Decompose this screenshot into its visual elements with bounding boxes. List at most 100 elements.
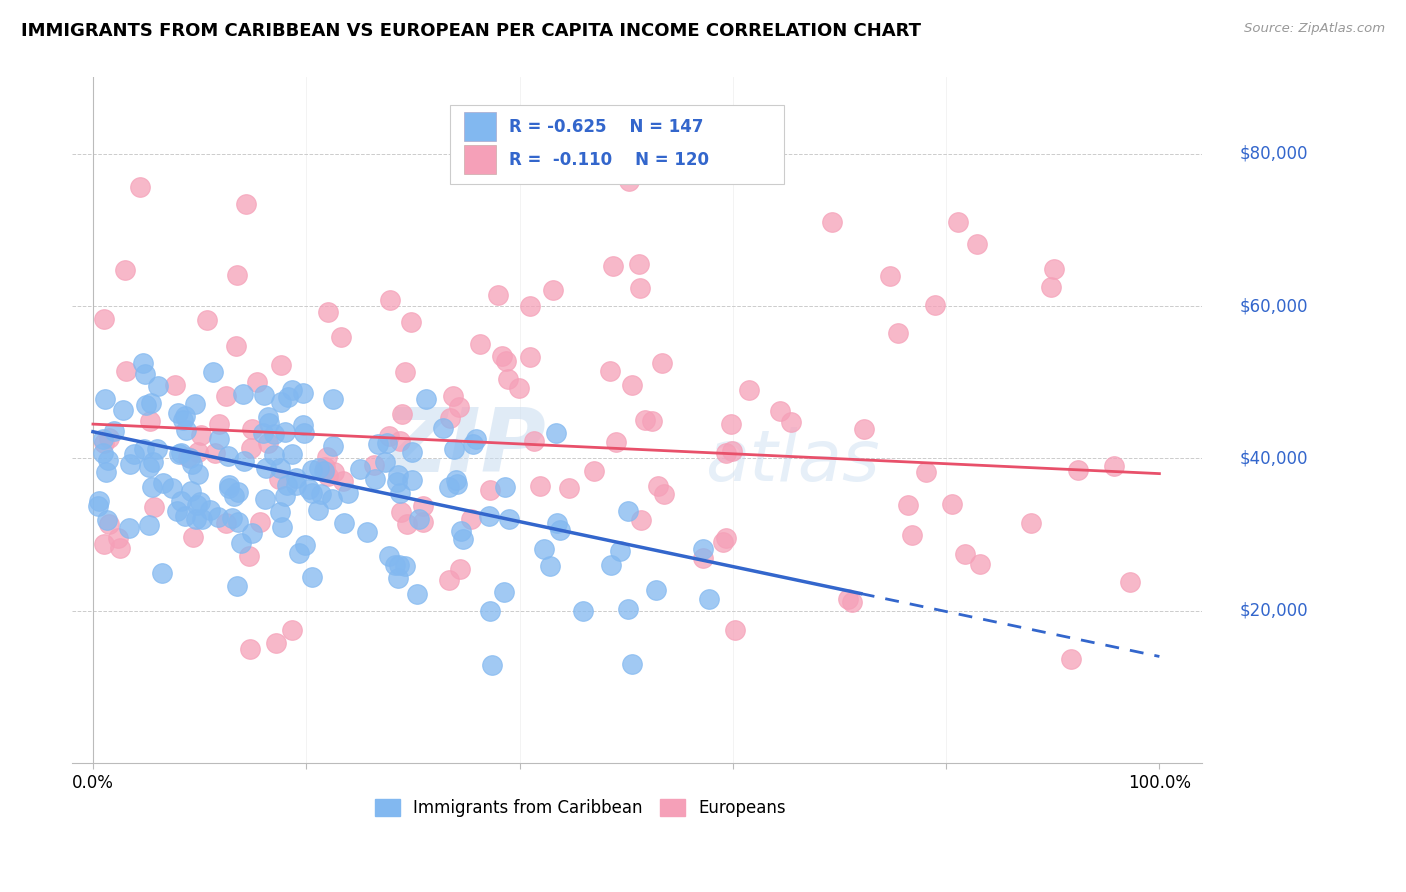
Point xyxy=(477,508,499,523)
Point xyxy=(356,525,378,540)
Text: R = -0.625    N = 147: R = -0.625 N = 147 xyxy=(509,118,703,136)
Point xyxy=(621,377,644,392)
Point xyxy=(322,439,344,453)
Point xyxy=(132,442,155,456)
Point xyxy=(443,442,465,457)
Point xyxy=(240,422,263,436)
Point xyxy=(232,386,254,401)
Bar xyxy=(464,112,495,141)
Point xyxy=(138,459,160,474)
Point xyxy=(558,481,581,495)
Point xyxy=(879,268,901,283)
Point xyxy=(647,479,669,493)
Point xyxy=(389,505,412,519)
Point xyxy=(491,349,513,363)
Point xyxy=(107,531,129,545)
Point xyxy=(114,364,136,378)
Point xyxy=(292,425,315,440)
Point xyxy=(329,329,352,343)
Point xyxy=(541,283,564,297)
Point xyxy=(187,467,209,481)
Point xyxy=(450,524,472,538)
Point xyxy=(546,516,568,530)
Legend: Immigrants from Caribbean, Europeans: Immigrants from Caribbean, Europeans xyxy=(368,792,792,823)
Text: IMMIGRANTS FROM CARIBBEAN VS EUROPEAN PER CAPITA INCOME CORRELATION CHART: IMMIGRANTS FROM CARIBBEAN VS EUROPEAN PE… xyxy=(21,22,921,40)
Point xyxy=(460,511,482,525)
Point xyxy=(91,446,114,460)
Point xyxy=(886,326,908,341)
Point xyxy=(180,457,202,471)
Point xyxy=(641,414,664,428)
Point xyxy=(118,457,141,471)
Point xyxy=(222,489,245,503)
Point xyxy=(173,508,195,523)
Point xyxy=(714,531,737,545)
Point xyxy=(170,446,193,460)
Point xyxy=(915,465,938,479)
Point xyxy=(132,356,155,370)
Point xyxy=(966,237,988,252)
Point xyxy=(254,491,277,506)
Point xyxy=(291,417,314,432)
Point xyxy=(98,516,121,531)
Point xyxy=(308,460,330,475)
Point xyxy=(332,474,354,488)
Point xyxy=(519,299,541,313)
Point xyxy=(232,454,254,468)
Point xyxy=(538,558,561,573)
Point xyxy=(288,546,311,560)
Point xyxy=(401,445,423,459)
Point xyxy=(453,532,475,546)
Point xyxy=(314,460,336,475)
Point xyxy=(394,365,416,379)
Point xyxy=(449,561,471,575)
Point xyxy=(378,428,401,442)
Point xyxy=(439,410,461,425)
Point xyxy=(270,358,292,372)
Point xyxy=(713,534,735,549)
Point xyxy=(98,431,121,445)
Point xyxy=(207,432,229,446)
Point xyxy=(138,518,160,533)
Point xyxy=(141,396,163,410)
Point xyxy=(148,379,170,393)
Point xyxy=(256,410,278,425)
Point xyxy=(769,403,792,417)
Point xyxy=(441,390,464,404)
Point xyxy=(609,544,631,558)
Point xyxy=(617,504,640,518)
Point xyxy=(277,390,299,404)
Point xyxy=(533,542,555,557)
Point xyxy=(281,383,304,397)
Point xyxy=(207,510,229,524)
Point xyxy=(267,472,290,486)
Point xyxy=(271,520,294,534)
Point xyxy=(201,365,224,379)
Point xyxy=(374,455,396,469)
Point xyxy=(1059,651,1081,665)
Point xyxy=(498,512,520,526)
Point xyxy=(385,475,408,490)
Point xyxy=(387,571,409,585)
Point xyxy=(190,428,212,442)
Point xyxy=(437,480,460,494)
Point xyxy=(384,558,406,572)
Point xyxy=(432,421,454,435)
Point xyxy=(897,498,920,512)
Point xyxy=(270,394,292,409)
Point xyxy=(841,595,863,609)
Point xyxy=(312,464,335,478)
Point xyxy=(494,480,516,494)
Point xyxy=(198,503,221,517)
Point xyxy=(478,483,501,497)
Point xyxy=(226,485,249,500)
Point xyxy=(184,512,207,526)
Point xyxy=(253,388,276,402)
Point xyxy=(394,558,416,573)
Point xyxy=(142,455,165,469)
Point xyxy=(142,500,165,515)
Point xyxy=(187,445,209,459)
Point xyxy=(519,350,541,364)
Point xyxy=(103,425,125,439)
Text: atlas: atlas xyxy=(704,427,879,496)
